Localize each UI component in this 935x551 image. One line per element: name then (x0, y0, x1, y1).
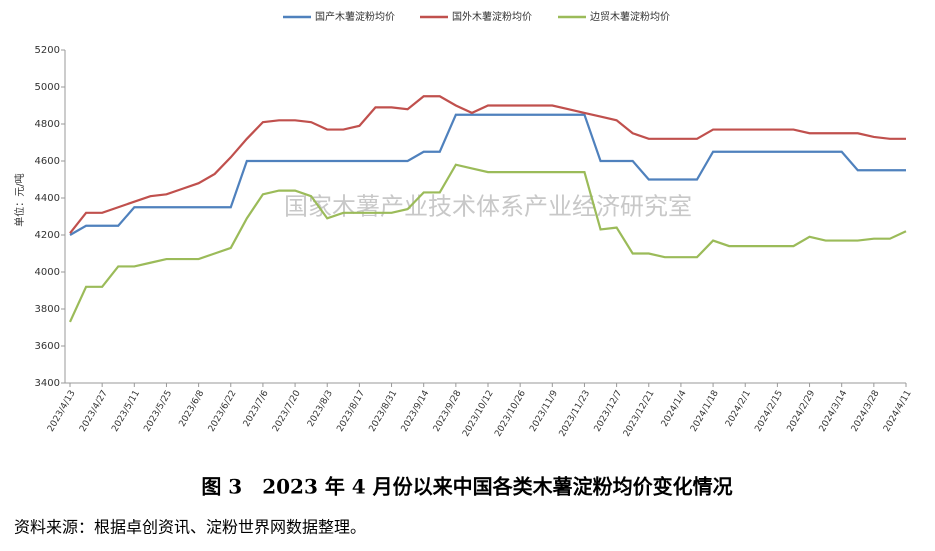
x-tick-label: 2024/3/14 (818, 389, 850, 434)
x-tick-label: 2023/11/9 (528, 389, 560, 434)
x-tick-label: 2023/7/6 (242, 389, 271, 429)
series-line (69, 113, 906, 236)
x-tick-label: 2023/6/8 (178, 389, 207, 429)
y-tick-label: 5000 (35, 82, 60, 93)
x-tick-label: 2024/3/28 (850, 389, 882, 434)
y-tick-label: 3800 (35, 304, 60, 315)
y-tick-label: 4800 (35, 119, 60, 130)
x-tick-label: 2023/12/21 (622, 389, 657, 439)
x-tick-label: 2023/7/20 (271, 389, 303, 434)
legend-label: 国产木薯淀粉均价 (315, 10, 395, 23)
source: 资料来源：根据卓创资讯、淀粉世界网数据整理。 (14, 518, 366, 537)
x-tick-label: 2023/8/31 (368, 389, 400, 434)
x-tick-label: 2023/10/26 (493, 389, 528, 439)
x-tick-label: 2023/5/25 (142, 389, 174, 434)
y-tick-label: 4400 (35, 193, 60, 204)
series-line (69, 95, 906, 234)
legend-label: 国外木薯淀粉均价 (452, 10, 532, 23)
y-axis-label: 单位：元/吨 (13, 173, 26, 226)
x-tick-label: 2023/12/7 (593, 389, 625, 434)
y-tick-label: 4000 (35, 267, 60, 278)
x-tick-label: 2023/6/22 (207, 389, 239, 434)
x-tick-label: 2023/8/17 (335, 389, 367, 434)
y-tick-label: 4600 (35, 156, 60, 167)
x-tick-label: 2023/5/11 (110, 389, 142, 434)
x-tick-label: 2023/9/28 (432, 389, 464, 434)
y-tick-label: 5200 (35, 45, 60, 56)
x-tick-label: 2024/1/4 (660, 389, 689, 429)
x-tick-label: 2023/4/13 (46, 389, 78, 434)
x-tick-label: 2023/10/12 (461, 389, 496, 439)
x-tick-label: 2023/9/14 (400, 389, 432, 434)
y-tick-label: 3600 (35, 341, 60, 352)
x-tick-label: 2024/2/15 (753, 389, 785, 434)
y-tick-label: 4200 (35, 230, 60, 241)
x-tick-label: 2023/11/23 (558, 389, 593, 439)
watermark: 国家木薯产业技术体系产业经济研究室 (284, 193, 692, 221)
x-tick-label: 2024/2/1 (724, 389, 753, 429)
caption: 图 3 2023 年 4 月份以来中国各类木薯淀粉均价变化情况 (201, 475, 732, 499)
legend-label: 边贸木薯淀粉均价 (590, 10, 670, 23)
y-tick-label: 3400 (35, 378, 60, 389)
series-line (68, 163, 907, 323)
x-tick-label: 2024/1/18 (689, 389, 721, 434)
x-tick-label: 2023/8/3 (306, 389, 335, 429)
x-tick-label: 2024/2/29 (786, 389, 818, 434)
x-tick-label: 2023/4/27 (78, 389, 110, 434)
x-tick-label: 2024/4/11 (882, 389, 914, 434)
